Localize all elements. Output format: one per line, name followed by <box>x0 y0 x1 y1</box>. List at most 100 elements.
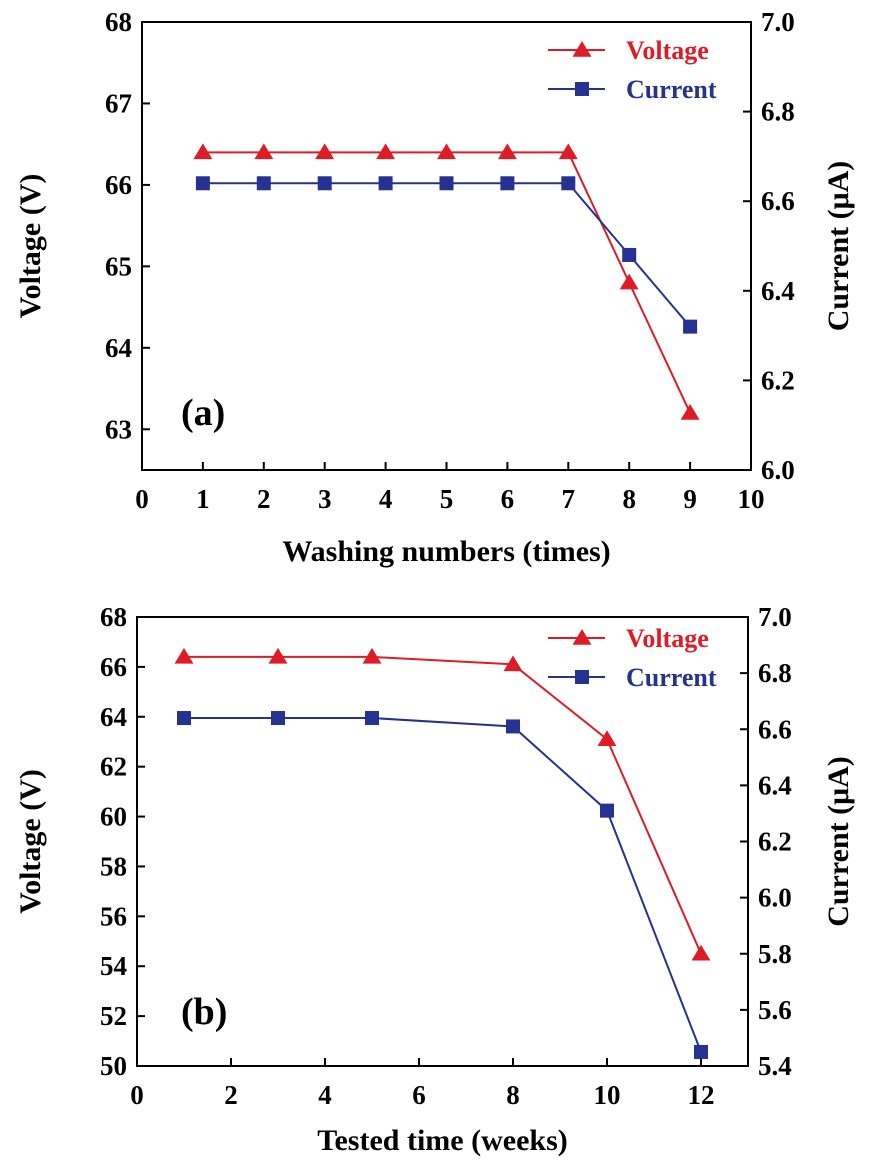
y-right-tick-label: 6.4 <box>761 276 795 306</box>
y-right-tick-label: 6.2 <box>761 365 795 395</box>
current-point <box>622 247 637 262</box>
current-point <box>506 719 520 734</box>
series-voltage <box>174 647 711 961</box>
x-tick-label: 5 <box>440 484 454 514</box>
y-left-tick-label: 62 <box>100 752 127 782</box>
current-point <box>500 176 515 191</box>
y-left-tick-label: 60 <box>100 802 127 832</box>
x-tick-label: 9 <box>683 484 697 514</box>
x-axis-title: Washing numbers (times) <box>282 535 610 568</box>
voltage-point <box>597 730 617 746</box>
y-right-tick-label: 6.8 <box>758 658 792 688</box>
legend-entry-voltage: Voltage <box>548 624 709 653</box>
y-right-tick-label: 5.8 <box>758 939 792 969</box>
voltage-point <box>503 655 523 672</box>
voltage-line <box>184 655 702 955</box>
current-point <box>439 176 454 191</box>
voltage-point <box>619 273 639 290</box>
voltage-point <box>268 647 288 664</box>
y-right-tick-label: 5.6 <box>758 995 792 1025</box>
x-tick-label: 6 <box>501 484 515 514</box>
legend-marker <box>575 82 589 96</box>
y-left-tick-label: 65 <box>105 251 132 281</box>
panel-label: (b) <box>181 991 227 1033</box>
series-current <box>177 711 708 1059</box>
voltage-point <box>497 143 517 160</box>
legend-label: Voltage <box>626 624 709 653</box>
x-tick-label: 8 <box>506 1080 520 1110</box>
y-right-tick-label: 6.6 <box>758 714 792 744</box>
y-left-tick-label: 50 <box>100 1051 127 1081</box>
y-right-axis-title: Current (μA) <box>822 161 855 332</box>
voltage-point <box>362 647 382 664</box>
voltage-point <box>174 647 194 664</box>
y-right-tick-label: 6.2 <box>758 827 792 857</box>
x-tick-label: 2 <box>224 1080 238 1110</box>
y-left-axis-title: Voltage (V) <box>14 174 47 319</box>
legend-label: Current <box>626 75 717 104</box>
voltage-point <box>376 143 396 160</box>
voltage-point <box>254 143 274 160</box>
chart-panel-a: 0 1 2 3 4 5 6 7 8 9 106364656667686.06.26.46.66.87… <box>14 7 855 568</box>
x-tick-label: 7 <box>562 484 576 514</box>
y-right-tick-label: 6.0 <box>761 455 795 485</box>
current-line <box>184 717 702 1053</box>
x-axis-title: Tested time (weeks) <box>317 1124 568 1157</box>
current-point <box>683 319 698 334</box>
legend-label: Voltage <box>626 36 709 65</box>
y-left-tick-label: 54 <box>100 951 127 981</box>
y-left-tick-label: 64 <box>100 702 127 732</box>
y-left-tick-label: 63 <box>105 414 132 444</box>
voltage-point <box>315 143 335 160</box>
y-left-tick-label: 58 <box>100 851 127 881</box>
panel-label: (a) <box>181 392 225 434</box>
y-left-tick-label: 67 <box>105 88 132 118</box>
current-point <box>378 176 393 191</box>
x-tick-label: 6 <box>412 1080 426 1110</box>
current-point <box>694 1044 708 1059</box>
series-voltage <box>193 143 700 420</box>
y-right-tick-label: 7.0 <box>758 602 792 632</box>
x-tick-label: 2 <box>257 484 271 514</box>
y-right-tick-label: 6.8 <box>761 97 795 127</box>
current-point <box>317 176 332 191</box>
x-tick-label: 1 <box>196 484 210 514</box>
legend-marker <box>572 629 592 645</box>
legend-entry-current: Current <box>548 663 717 692</box>
x-tick-label: 4 <box>379 484 393 514</box>
voltage-point <box>437 143 456 160</box>
legend-entry-voltage: Voltage <box>548 36 709 65</box>
legend-marker <box>572 41 592 57</box>
y-left-tick-label: 56 <box>100 901 127 931</box>
x-tick-label: 0 <box>130 1080 144 1110</box>
legend-entry-current: Current <box>548 75 717 104</box>
y-left-tick-label: 66 <box>105 170 132 200</box>
x-tick-label: 3 <box>318 484 332 514</box>
voltage-point <box>691 944 711 961</box>
x-tick-label: 8 <box>622 484 636 514</box>
x-tick-label: 10 <box>594 1080 621 1110</box>
voltage-point <box>193 143 213 160</box>
x-tick-label: 10 <box>738 484 765 514</box>
current-point <box>365 711 379 726</box>
current-point <box>561 176 576 191</box>
y-right-tick-label: 7.0 <box>761 7 795 37</box>
y-right-tick-label: 6.6 <box>761 186 795 216</box>
current-point <box>600 803 614 818</box>
x-tick-label: 4 <box>318 1080 332 1110</box>
voltage-point <box>680 403 700 420</box>
y-right-tick-label: 6.0 <box>758 883 792 913</box>
current-point <box>195 176 210 191</box>
y-right-tick-label: 5.4 <box>758 1051 792 1081</box>
y-left-tick-label: 52 <box>100 1001 127 1031</box>
x-tick-label: 12 <box>688 1080 715 1110</box>
y-left-axis-title: Voltage (V) <box>14 769 47 914</box>
voltage-line <box>202 151 692 414</box>
legend-marker <box>575 670 589 684</box>
chart-panel-b: 0 2 4 6 8 10 12505254565860626466685.45.65.86.… <box>14 602 855 1157</box>
current-point <box>256 176 271 191</box>
y-left-tick-label: 68 <box>100 602 127 632</box>
y-right-axis-title: Current (μA) <box>822 756 855 927</box>
series-current <box>195 176 698 334</box>
